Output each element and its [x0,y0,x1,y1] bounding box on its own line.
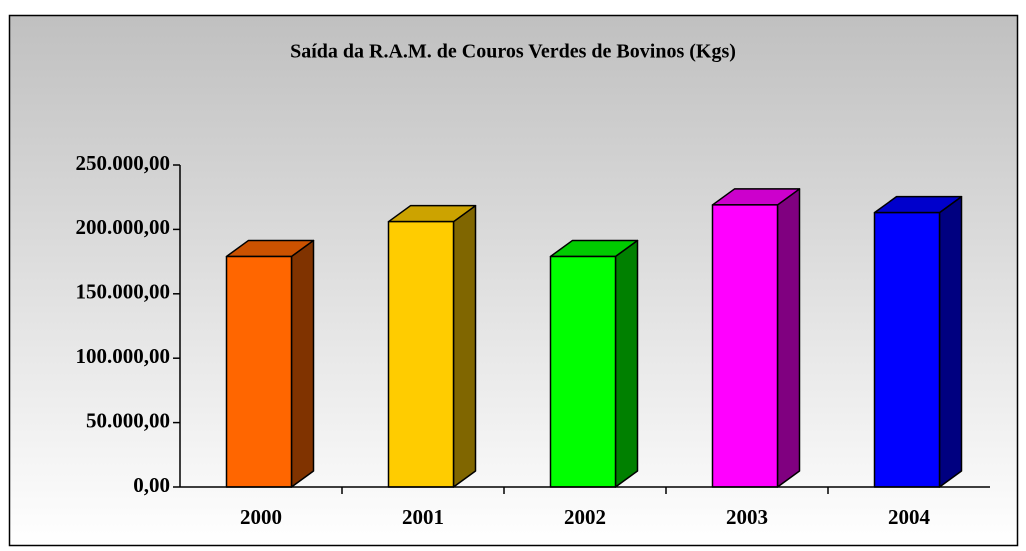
chart-title: Saída da R.A.M. de Couros Verdes de Bovi… [290,41,736,63]
bar-side [614,239,639,488]
y-tick-label: 150.000,00 [76,280,171,304]
bar-side [452,204,477,488]
bar [387,220,455,488]
x-tick-label: 2002 [564,505,606,529]
bar [225,255,293,488]
y-tick-label: 100.000,00 [76,344,171,368]
x-tick-label: 2001 [402,505,444,529]
x-tick-label: 2000 [240,505,282,529]
bar-side [290,239,315,488]
bar [549,255,617,488]
y-tick-label: 200.000,00 [76,215,171,239]
bar [873,211,941,488]
chart-area [8,14,1019,547]
bar-side [938,195,963,488]
x-tick-label: 2004 [888,505,931,529]
x-tick-label: 2003 [726,505,768,529]
y-tick-label: 0,00 [133,473,170,497]
y-tick-label: 50.000,00 [86,408,170,432]
bar [711,204,779,488]
bar-side [776,188,801,488]
y-tick-label: 250.000,00 [76,151,171,175]
